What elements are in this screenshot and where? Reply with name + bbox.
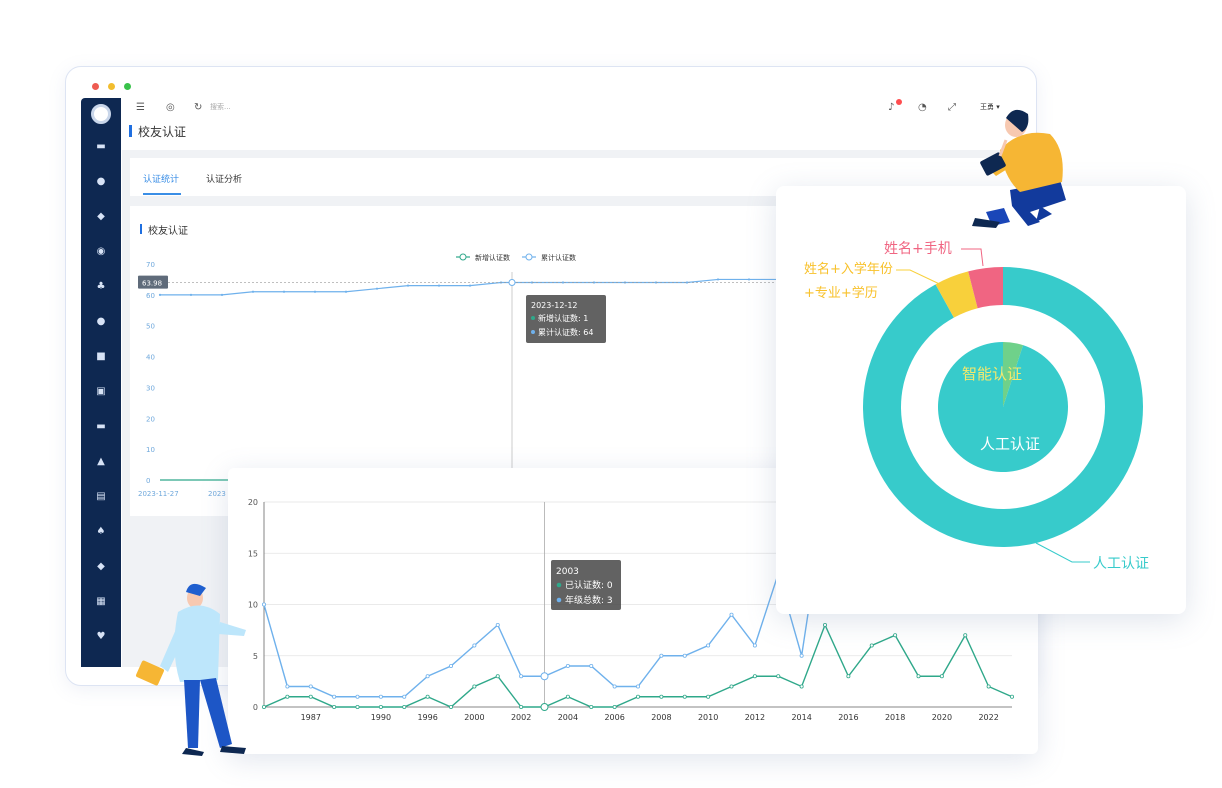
search-user-icon[interactable]: ◉: [96, 246, 106, 257]
notification-badge: [896, 99, 902, 105]
dashboard-icon[interactable]: ◔: [918, 102, 927, 113]
user-icon[interactable]: ●: [96, 176, 106, 187]
menu-fold-icon[interactable]: ☰: [136, 102, 145, 113]
card-accent-bar: [140, 224, 142, 234]
shield-icon[interactable]: ◆: [97, 211, 105, 222]
sidebar: ▬ ● ◆ ◉ ♣ ● ■ ▣ ▬ ▲ ▤ ♠ ◆ ▦ ♥: [81, 98, 121, 667]
database-icon[interactable]: ▦: [96, 596, 106, 607]
diamond-icon[interactable]: ◆: [97, 561, 105, 572]
org-chart-icon[interactable]: ♣: [96, 281, 106, 292]
fullscreen-icon[interactable]: ⤢: [948, 102, 956, 113]
window-minimize-dot[interactable]: [108, 83, 115, 90]
refresh-icon[interactable]: ↻: [194, 102, 203, 113]
team-icon[interactable]: ♠: [96, 526, 106, 537]
tab-analysis[interactable]: 认证分析: [206, 175, 243, 185]
box-icon[interactable]: ■: [96, 351, 106, 362]
globe-icon[interactable]: ◎: [166, 102, 175, 113]
page-title: 校友认证: [138, 125, 187, 139]
heart-hand-icon[interactable]: ♥: [96, 631, 106, 642]
building-icon[interactable]: ▲: [97, 456, 105, 467]
chart-title: 校友认证: [148, 226, 188, 237]
tab-statistics[interactable]: 认证统计: [143, 175, 180, 185]
gift-icon[interactable]: ▣: [96, 386, 106, 397]
search-input[interactable]: 搜索...: [210, 103, 231, 111]
server-icon[interactable]: ▤: [96, 491, 106, 502]
window-maximize-dot[interactable]: [124, 83, 131, 90]
message-icon[interactable]: ▬: [96, 421, 106, 432]
bell-icon[interactable]: ♪: [888, 102, 895, 113]
globe-icon[interactable]: ●: [96, 316, 106, 327]
user-menu[interactable]: 王勇 ▾: [980, 103, 1000, 111]
monitor-icon[interactable]: ▬: [96, 141, 106, 152]
logo: [91, 104, 111, 124]
top-bar: ☰ ◎ ↻ 搜索... ♪ ◔ ⤢ 王勇 ▾ 校友认证: [122, 98, 1022, 150]
active-tab-underline: [143, 193, 181, 195]
window-close-dot[interactable]: [92, 83, 99, 90]
auth-donut-panel: [776, 186, 1186, 614]
title-accent-bar: [129, 125, 132, 137]
